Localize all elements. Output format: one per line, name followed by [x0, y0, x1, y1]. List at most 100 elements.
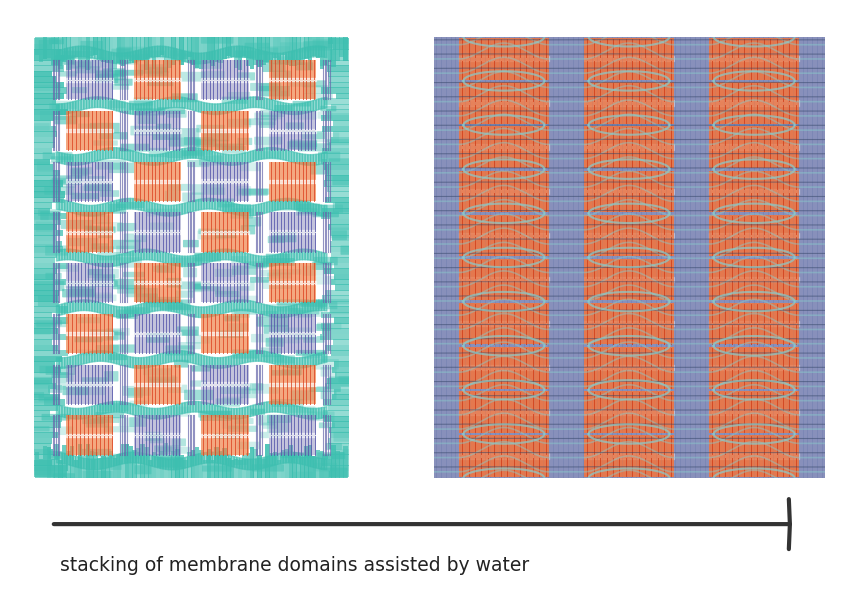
- Bar: [334, 262, 348, 268]
- FancyBboxPatch shape: [271, 399, 303, 407]
- Bar: [459, 82, 549, 124]
- Bar: [332, 235, 348, 242]
- Bar: [331, 279, 348, 285]
- FancyBboxPatch shape: [115, 70, 144, 76]
- FancyBboxPatch shape: [214, 269, 236, 277]
- FancyBboxPatch shape: [267, 415, 291, 423]
- Bar: [325, 345, 348, 351]
- FancyBboxPatch shape: [227, 119, 252, 128]
- Bar: [226, 459, 230, 478]
- Bar: [336, 451, 340, 478]
- Bar: [113, 457, 117, 478]
- Bar: [584, 215, 674, 256]
- FancyBboxPatch shape: [28, 377, 55, 385]
- FancyBboxPatch shape: [94, 274, 115, 281]
- FancyBboxPatch shape: [147, 80, 173, 86]
- Bar: [34, 411, 50, 417]
- FancyBboxPatch shape: [70, 111, 90, 117]
- Bar: [709, 126, 799, 168]
- FancyBboxPatch shape: [90, 123, 120, 134]
- Bar: [459, 170, 549, 212]
- Bar: [316, 37, 320, 58]
- FancyBboxPatch shape: [123, 307, 150, 314]
- FancyBboxPatch shape: [295, 310, 312, 318]
- FancyBboxPatch shape: [320, 391, 337, 399]
- FancyBboxPatch shape: [264, 325, 289, 334]
- Bar: [327, 224, 348, 230]
- Bar: [330, 246, 348, 253]
- Bar: [167, 455, 172, 478]
- FancyBboxPatch shape: [99, 132, 128, 139]
- Bar: [133, 111, 181, 150]
- FancyBboxPatch shape: [292, 101, 311, 107]
- Bar: [109, 37, 113, 72]
- Bar: [156, 37, 161, 57]
- FancyBboxPatch shape: [54, 175, 82, 185]
- Bar: [34, 208, 50, 214]
- FancyBboxPatch shape: [157, 457, 182, 468]
- Bar: [59, 460, 63, 478]
- Bar: [218, 37, 223, 63]
- FancyBboxPatch shape: [59, 71, 77, 77]
- FancyBboxPatch shape: [341, 246, 356, 255]
- FancyBboxPatch shape: [250, 277, 269, 283]
- Bar: [584, 170, 674, 212]
- FancyBboxPatch shape: [245, 261, 267, 268]
- FancyBboxPatch shape: [167, 278, 181, 287]
- Bar: [136, 448, 141, 478]
- FancyBboxPatch shape: [220, 384, 251, 394]
- Bar: [50, 459, 55, 478]
- FancyBboxPatch shape: [326, 443, 342, 450]
- FancyBboxPatch shape: [250, 83, 281, 91]
- Bar: [34, 49, 61, 55]
- FancyBboxPatch shape: [240, 162, 261, 171]
- Bar: [709, 126, 799, 168]
- Bar: [584, 82, 674, 124]
- Bar: [34, 153, 54, 159]
- FancyBboxPatch shape: [198, 229, 218, 234]
- FancyBboxPatch shape: [150, 434, 165, 443]
- FancyBboxPatch shape: [54, 265, 79, 272]
- Bar: [269, 213, 316, 252]
- FancyBboxPatch shape: [238, 189, 269, 195]
- Bar: [195, 37, 199, 67]
- FancyBboxPatch shape: [260, 311, 278, 318]
- FancyBboxPatch shape: [198, 411, 230, 417]
- Bar: [709, 303, 799, 345]
- Bar: [144, 447, 149, 478]
- FancyBboxPatch shape: [106, 328, 130, 335]
- Bar: [201, 60, 249, 99]
- Bar: [253, 449, 258, 478]
- FancyBboxPatch shape: [241, 225, 255, 234]
- FancyBboxPatch shape: [75, 176, 105, 181]
- Bar: [329, 77, 348, 83]
- Bar: [325, 175, 348, 181]
- FancyBboxPatch shape: [175, 291, 194, 298]
- FancyBboxPatch shape: [156, 124, 171, 132]
- FancyBboxPatch shape: [235, 308, 250, 318]
- FancyBboxPatch shape: [223, 397, 242, 403]
- Bar: [336, 93, 348, 99]
- Bar: [335, 284, 348, 291]
- Bar: [459, 215, 549, 256]
- Bar: [34, 279, 66, 285]
- FancyBboxPatch shape: [275, 56, 293, 65]
- FancyBboxPatch shape: [146, 333, 169, 343]
- FancyBboxPatch shape: [194, 61, 222, 69]
- Bar: [320, 60, 348, 66]
- Bar: [246, 37, 250, 66]
- FancyBboxPatch shape: [95, 74, 118, 83]
- FancyBboxPatch shape: [105, 460, 122, 470]
- FancyBboxPatch shape: [320, 105, 337, 112]
- Bar: [709, 82, 799, 124]
- Bar: [709, 215, 799, 256]
- FancyBboxPatch shape: [292, 110, 317, 120]
- FancyBboxPatch shape: [35, 320, 62, 326]
- Bar: [34, 449, 53, 455]
- FancyBboxPatch shape: [286, 78, 302, 86]
- FancyBboxPatch shape: [34, 85, 61, 91]
- Bar: [94, 37, 98, 55]
- FancyBboxPatch shape: [288, 406, 315, 413]
- Bar: [335, 202, 348, 208]
- Bar: [47, 37, 51, 58]
